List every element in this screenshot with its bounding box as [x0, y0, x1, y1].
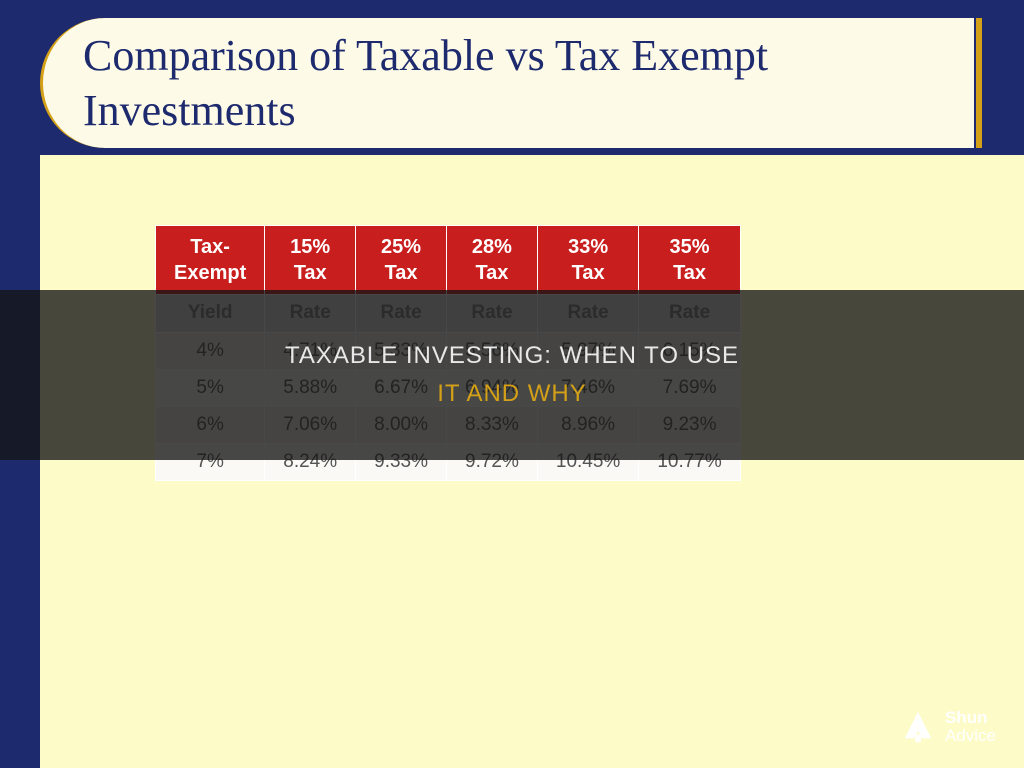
- col-header: Tax-Exempt: [156, 226, 265, 295]
- logo-icon: [899, 708, 937, 746]
- logo-text: ShunAdvice: [945, 709, 996, 745]
- table-header-row: Tax-Exempt 15%Tax 25%Tax 28%Tax 33%Tax 3…: [156, 226, 741, 295]
- overlay-caption-band: TAXABLE INVESTING: WHEN TO USE IT AND WH…: [0, 290, 1024, 460]
- brand-logo: ShunAdvice: [899, 708, 996, 746]
- col-header: 33%Tax: [537, 226, 638, 295]
- title-accent-bar: [976, 18, 982, 148]
- col-header: 35%Tax: [639, 226, 740, 295]
- col-header: 25%Tax: [356, 226, 447, 295]
- col-header: 15%Tax: [265, 226, 356, 295]
- title-banner: Comparison of Taxable vs Tax Exempt Inve…: [40, 18, 974, 148]
- slide-title: Comparison of Taxable vs Tax Exempt Inve…: [83, 28, 974, 138]
- overlay-text-line2: IT AND WHY: [437, 380, 587, 408]
- col-header: 28%Tax: [447, 226, 538, 295]
- content-panel: Tax-Exempt 15%Tax 25%Tax 28%Tax 33%Tax 3…: [40, 155, 1024, 768]
- overlay-text-line1: TAXABLE INVESTING: WHEN TO USE: [285, 342, 739, 370]
